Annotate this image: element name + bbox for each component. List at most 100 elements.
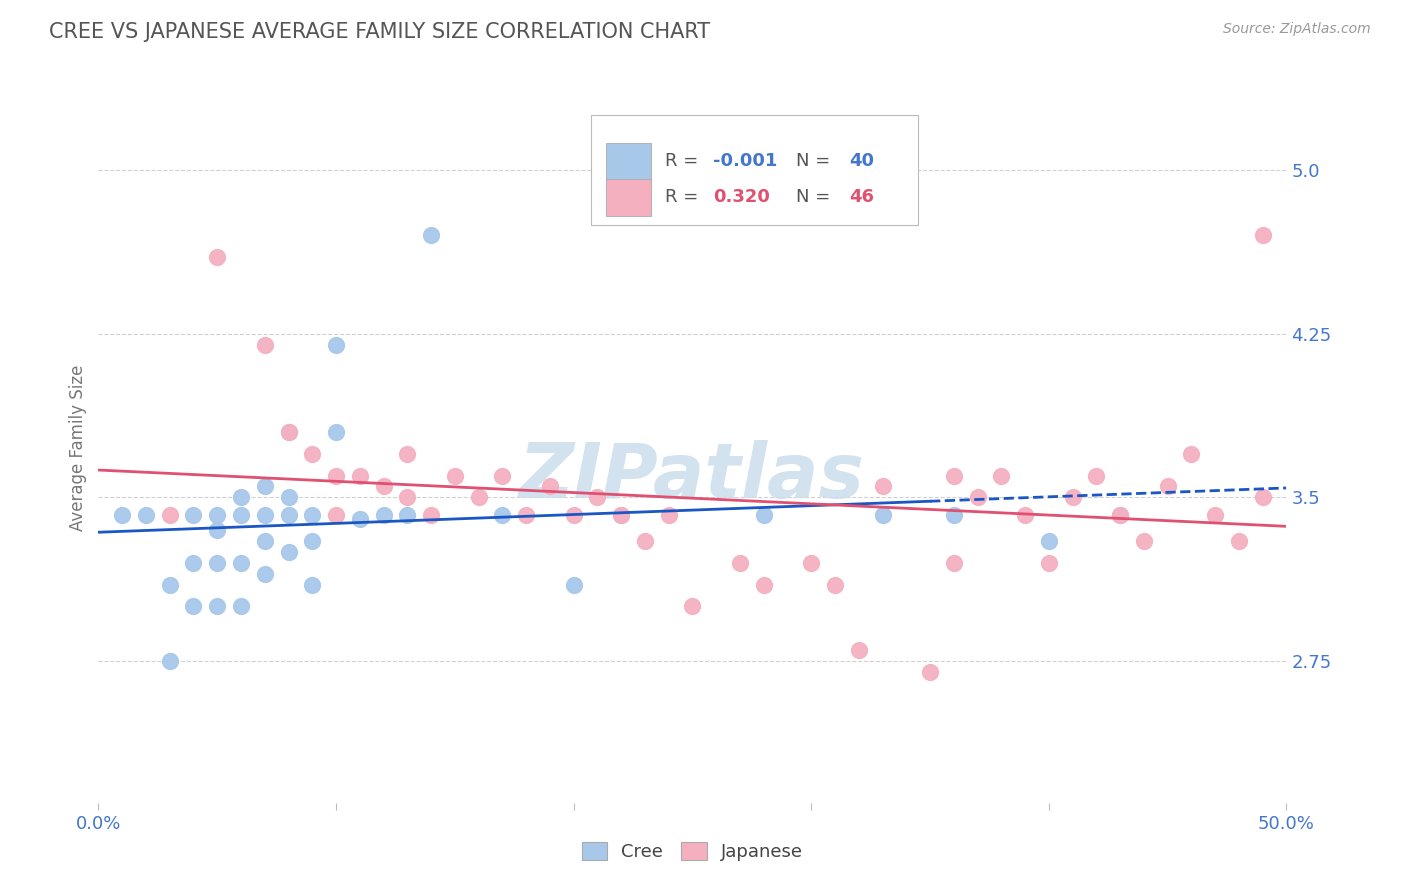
Text: N =: N = [796,153,835,170]
Point [1156,479,1178,493]
Point [1062,491,1084,505]
Point [373,508,395,522]
Point [301,533,323,548]
Text: 40: 40 [849,153,875,170]
Point [1227,533,1250,548]
Point [966,491,988,505]
Text: R =: R = [665,153,704,170]
Point [396,447,419,461]
Point [253,566,276,581]
Point [634,533,657,548]
Point [349,468,371,483]
Point [349,512,371,526]
FancyBboxPatch shape [606,143,651,179]
Point [515,508,537,522]
Point [229,599,252,614]
Point [610,508,633,522]
Text: N =: N = [796,188,835,206]
Point [586,491,609,505]
FancyBboxPatch shape [606,179,651,216]
Point [848,643,870,657]
Point [491,508,513,522]
Point [800,556,823,570]
Point [207,599,229,614]
Point [610,508,633,522]
Point [183,599,205,614]
Point [229,556,252,570]
Point [420,508,443,522]
Point [253,508,276,522]
Point [444,468,467,483]
Point [467,491,489,505]
Point [942,556,965,570]
Point [752,508,775,522]
Point [277,491,299,505]
Point [562,508,585,522]
Point [159,577,181,591]
Point [229,508,252,522]
Text: CREE VS JAPANESE AVERAGE FAMILY SIZE CORRELATION CHART: CREE VS JAPANESE AVERAGE FAMILY SIZE COR… [49,22,710,42]
Point [183,508,205,522]
Point [373,479,395,493]
Point [920,665,942,679]
Legend: Cree, Japanese: Cree, Japanese [575,835,810,868]
Point [111,508,134,522]
Point [942,468,965,483]
Point [159,508,181,522]
Point [872,508,894,522]
Point [207,508,229,522]
Point [562,577,585,591]
Text: -0.001: -0.001 [713,153,778,170]
Point [420,228,443,243]
Point [301,508,323,522]
Point [491,468,513,483]
Point [253,337,276,351]
Point [538,479,561,493]
Point [1133,533,1156,548]
Point [990,468,1012,483]
Point [277,545,299,559]
Point [229,491,252,505]
Point [277,508,299,522]
Point [1251,228,1274,243]
Text: Source: ZipAtlas.com: Source: ZipAtlas.com [1223,22,1371,37]
Point [301,577,323,591]
Point [207,523,229,537]
Point [325,468,347,483]
Point [325,337,347,351]
Point [135,508,157,522]
Point [277,425,299,439]
Point [325,425,347,439]
Point [1180,447,1202,461]
FancyBboxPatch shape [592,115,918,225]
Point [277,425,299,439]
Text: ZIPatlas: ZIPatlas [519,440,866,514]
Point [396,508,419,522]
Point [1038,556,1060,570]
Point [207,250,229,264]
Text: 0.320: 0.320 [713,188,769,206]
Point [183,556,205,570]
Text: R =: R = [665,188,704,206]
Point [1109,508,1132,522]
Point [728,556,751,570]
Point [325,508,347,522]
Point [1251,491,1274,505]
Point [872,479,894,493]
Point [1085,468,1108,483]
Y-axis label: Average Family Size: Average Family Size [69,365,87,532]
Point [1109,508,1132,522]
Point [942,508,965,522]
Point [253,533,276,548]
Point [396,491,419,505]
Point [658,508,681,522]
Point [301,447,323,461]
Point [1204,508,1226,522]
Point [681,599,703,614]
Point [1038,533,1060,548]
Point [752,577,775,591]
Point [1014,508,1036,522]
Point [253,479,276,493]
Point [159,654,181,668]
Point [207,556,229,570]
